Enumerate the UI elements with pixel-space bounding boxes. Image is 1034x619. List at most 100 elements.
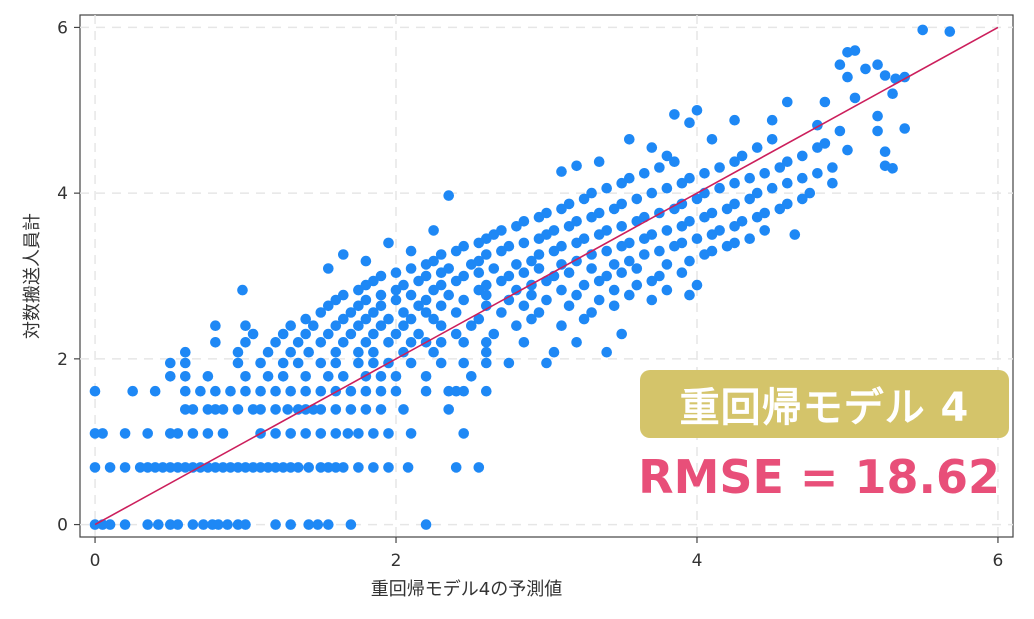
- data-point: [368, 307, 379, 318]
- data-point: [353, 284, 364, 296]
- data-point: [556, 166, 567, 177]
- data-point: [338, 313, 349, 325]
- data-point: [180, 346, 191, 358]
- data-point: [89, 462, 101, 473]
- data-point: [345, 404, 357, 415]
- data-point: [375, 385, 387, 397]
- data-point: [450, 462, 462, 473]
- data-point: [323, 519, 334, 530]
- data-point: [458, 385, 470, 397]
- data-point: [849, 45, 861, 56]
- data-point: [481, 346, 492, 358]
- data-point: [240, 385, 251, 397]
- data-point: [413, 300, 424, 312]
- data-point: [503, 270, 515, 282]
- data-point: [676, 267, 688, 279]
- data-point: [661, 225, 673, 236]
- data-point: [149, 385, 161, 397]
- data-point: [300, 385, 312, 397]
- data-point: [684, 255, 695, 267]
- data-point: [255, 385, 266, 397]
- data-point: [812, 168, 823, 179]
- data-point: [300, 371, 312, 382]
- data-point: [503, 240, 515, 252]
- data-point: [631, 263, 643, 274]
- data-point: [631, 193, 643, 205]
- data-point: [338, 462, 349, 473]
- data-point: [669, 156, 680, 167]
- data-point: [624, 289, 635, 301]
- data-point: [586, 263, 597, 274]
- data-point: [390, 328, 402, 340]
- data-point: [165, 462, 176, 473]
- data-point: [390, 267, 402, 279]
- data-point: [405, 313, 417, 325]
- data-point: [593, 275, 605, 287]
- data-point: [300, 428, 312, 439]
- data-point: [240, 371, 251, 382]
- data-point: [691, 279, 703, 291]
- data-point: [578, 313, 590, 325]
- data-point: [142, 428, 153, 439]
- data-point: [180, 385, 191, 397]
- data-point: [285, 346, 297, 358]
- data-point: [210, 385, 221, 397]
- data-point: [601, 245, 612, 257]
- data-point: [338, 289, 349, 301]
- data-point: [827, 177, 838, 189]
- data-point: [180, 404, 191, 415]
- data-point: [578, 193, 590, 205]
- data-point: [819, 138, 831, 149]
- data-point: [729, 114, 740, 126]
- data-point: [240, 462, 251, 473]
- data-point: [420, 385, 432, 397]
- data-point: [375, 371, 387, 382]
- data-point: [548, 245, 560, 257]
- data-point: [563, 198, 575, 210]
- data-point: [759, 168, 770, 179]
- data-point: [608, 259, 620, 270]
- data-point: [323, 328, 334, 340]
- data-point: [232, 357, 244, 369]
- data-point: [872, 125, 883, 137]
- data-point: [481, 385, 492, 397]
- data-point: [944, 26, 956, 37]
- data-point: [353, 428, 364, 439]
- data-point: [879, 146, 891, 157]
- data-point: [375, 270, 387, 282]
- data-point: [458, 270, 470, 282]
- data-point: [458, 357, 470, 369]
- x-tick-label: 0: [90, 551, 101, 571]
- data-point: [383, 462, 394, 473]
- data-point: [608, 284, 620, 296]
- data-point: [315, 337, 327, 348]
- data-point: [511, 259, 522, 270]
- data-point: [353, 300, 364, 312]
- data-point: [676, 221, 688, 232]
- data-point: [782, 198, 793, 210]
- data-point: [413, 328, 424, 340]
- data-point: [578, 233, 590, 244]
- data-point: [390, 294, 402, 306]
- data-point: [691, 193, 703, 205]
- data-point: [375, 300, 387, 312]
- data-point: [345, 519, 357, 530]
- data-point: [797, 150, 808, 162]
- data-point: [428, 225, 439, 236]
- data-point: [887, 88, 898, 99]
- data-point: [375, 404, 387, 415]
- data-point: [420, 294, 432, 306]
- data-point: [195, 385, 206, 397]
- data-point: [405, 357, 417, 369]
- data-point: [232, 462, 244, 473]
- data-point: [450, 328, 462, 340]
- data-point: [751, 142, 763, 153]
- data-point: [563, 221, 575, 232]
- data-point: [303, 346, 315, 358]
- data-point: [390, 284, 402, 296]
- data-point: [142, 462, 153, 473]
- data-point: [202, 404, 214, 415]
- data-point: [593, 207, 605, 219]
- data-point: [402, 462, 414, 473]
- data-point: [405, 263, 417, 274]
